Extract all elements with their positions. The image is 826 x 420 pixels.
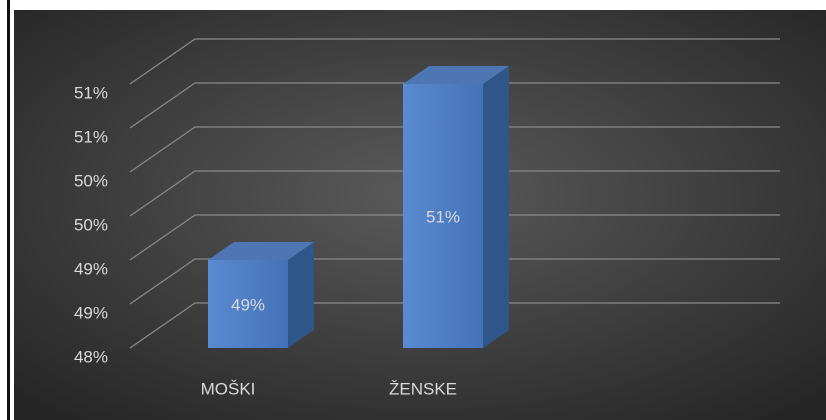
border bbox=[7, 0, 10, 420]
y-tick-label: 49% bbox=[74, 259, 108, 278]
y-tick-label: 51% bbox=[74, 83, 108, 102]
x-tick-label: MOŠKI bbox=[201, 379, 256, 398]
grid-line bbox=[129, 258, 780, 305]
y-tick-label: 51% bbox=[74, 127, 108, 146]
bar bbox=[403, 66, 509, 348]
grid-line bbox=[129, 82, 780, 129]
grid-line bbox=[129, 170, 780, 217]
bar-front bbox=[403, 84, 483, 348]
bar bbox=[208, 242, 314, 348]
bar-top bbox=[208, 242, 314, 260]
grid-line bbox=[129, 214, 780, 261]
y-tick-label: 48% bbox=[74, 347, 108, 366]
data-label: 49% bbox=[231, 295, 265, 314]
grid-line bbox=[129, 126, 780, 173]
y-tick-label: 49% bbox=[74, 303, 108, 322]
bar-top bbox=[403, 66, 509, 84]
grid-line bbox=[129, 302, 780, 349]
grid-line bbox=[129, 38, 780, 85]
y-tick-label: 50% bbox=[74, 215, 108, 234]
bar-front bbox=[208, 260, 288, 348]
bar-side bbox=[483, 66, 509, 348]
x-tick-label: ŽENSKE bbox=[389, 379, 457, 398]
y-tick-label: 50% bbox=[74, 171, 108, 190]
bar-side bbox=[288, 242, 314, 348]
data-label: 51% bbox=[426, 207, 460, 226]
